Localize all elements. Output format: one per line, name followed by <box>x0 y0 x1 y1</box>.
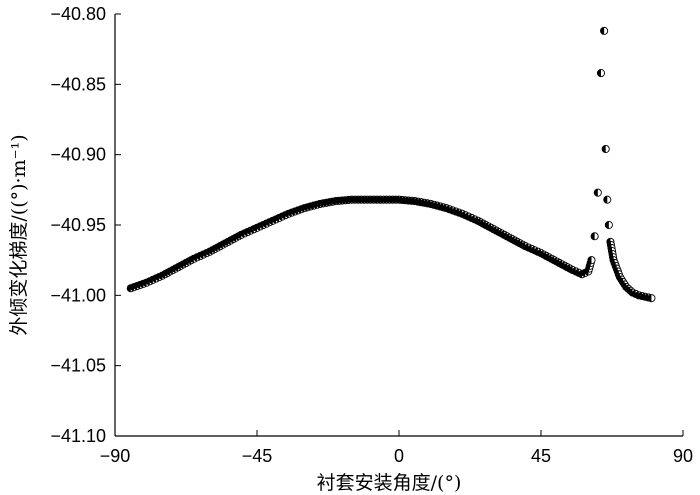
x-tick-label: 45 <box>531 446 551 466</box>
x-axis-title: 衬套安装角度/(°) <box>317 472 462 494</box>
data-point <box>604 220 613 230</box>
data-point <box>593 188 602 197</box>
x-tick-label: −45 <box>242 446 273 466</box>
y-tick-label: −40.95 <box>50 215 106 235</box>
y-tick-label: −40.85 <box>50 74 106 94</box>
x-tick-label: 0 <box>394 446 404 466</box>
y-tick-label: −40.90 <box>50 145 106 165</box>
y-tick-label: −40.80 <box>50 4 106 24</box>
axes <box>114 13 684 437</box>
y-axis-title: 外倾变化梯度/((°)·m⁻¹) <box>8 134 30 335</box>
y-tick-label: −41.05 <box>50 356 106 376</box>
data-point <box>603 195 612 204</box>
data-point <box>590 232 599 241</box>
x-tick-label: −90 <box>100 446 131 466</box>
data-point <box>647 294 656 303</box>
data-point <box>600 26 609 35</box>
axis-labels: −90 −45 0 45 90 −40.80 −40.85 −40.90 −40.95 −41.0… <box>8 4 693 494</box>
data-point <box>596 69 606 78</box>
x-tick-label: 90 <box>673 446 693 466</box>
data-point <box>587 256 596 265</box>
data-points <box>126 26 656 303</box>
data-point <box>601 144 610 154</box>
y-tick-label: −41.10 <box>50 426 106 446</box>
y-tick-label: −41.00 <box>50 285 106 305</box>
